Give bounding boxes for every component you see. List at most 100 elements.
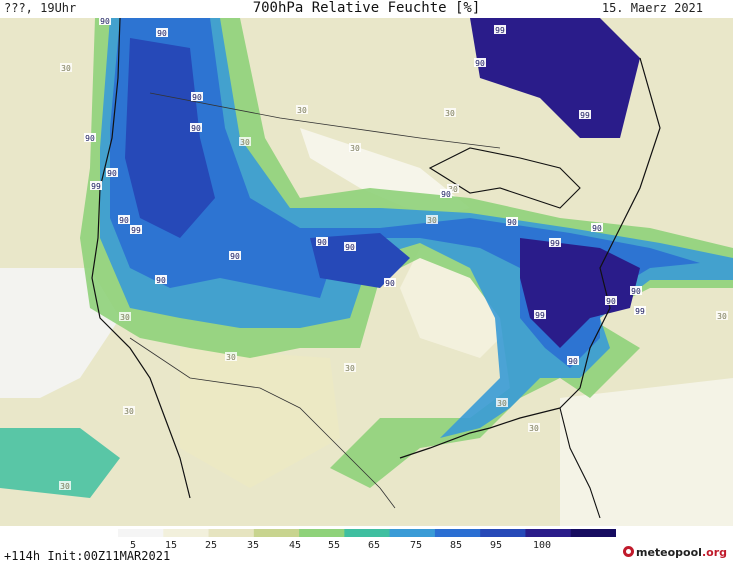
- contour-label-bg: [296, 105, 308, 114]
- legend-tick-label: 25: [204, 540, 218, 551]
- contour-label: 90: [475, 59, 485, 68]
- contour-label: 90: [606, 297, 616, 306]
- us-canada-border: [149, 92, 501, 149]
- contour-label: 30: [445, 109, 455, 118]
- contour-label: 90: [192, 93, 202, 102]
- contour-label-bg: [239, 137, 251, 146]
- us-mexico-border: [129, 337, 396, 509]
- legend-swatch: [434, 529, 481, 537]
- legend-swatch: [163, 529, 210, 537]
- legend-swatch: [253, 529, 300, 537]
- legend-tick-label: 5: [129, 540, 137, 551]
- map-canvas: 9090309990903099903090309099903090909990…: [0, 18, 733, 526]
- moist-core-plains: [310, 233, 410, 288]
- contour-label-bg: [634, 306, 646, 315]
- contour-label-bg: [118, 215, 130, 224]
- contour-label: 90: [507, 218, 517, 227]
- legend-tick-label: 55: [327, 540, 341, 551]
- contour-label: 30: [717, 312, 727, 321]
- moist-core-canada: [470, 18, 640, 138]
- contour-label: 90: [100, 18, 110, 26]
- legend-tick-label: 100: [532, 540, 552, 551]
- legend-tick-label: 35: [246, 540, 260, 551]
- contour-label: 90: [119, 216, 129, 225]
- logo-suffix: .org: [701, 546, 727, 559]
- legend-swatch: [299, 529, 345, 537]
- great-lakes: [428, 147, 581, 209]
- contour-label: 99: [580, 111, 590, 120]
- legend-swatch: [570, 529, 616, 537]
- contour-label: 99: [91, 182, 101, 191]
- contour-label-bg: [119, 312, 131, 321]
- contour-label-bg: [130, 225, 142, 234]
- contour-label: 30: [497, 399, 507, 408]
- moist-core-west: [125, 38, 215, 238]
- contour-labels: 9090309990903099903090309099903090909990…: [59, 18, 728, 491]
- contour-label: 90: [191, 124, 201, 133]
- contour-label: 99: [635, 307, 645, 316]
- legend-swatch: [480, 529, 526, 537]
- contour-label-bg: [349, 143, 361, 152]
- contour-label: 90: [107, 169, 117, 178]
- contour-label: 90: [230, 252, 240, 261]
- legend-tick-label: 95: [489, 540, 503, 551]
- contour-label: 30: [61, 64, 71, 73]
- contour-label-bg: [59, 481, 71, 490]
- florida-coastline: [559, 407, 601, 519]
- contour-label-bg: [229, 251, 241, 260]
- contour-label-bg: [549, 238, 561, 247]
- legend-swatch: [525, 529, 572, 537]
- contour-label-bg: [444, 108, 456, 117]
- legend-swatch: [118, 529, 164, 537]
- contour-label-bg: [716, 311, 728, 320]
- contour-label-bg: [567, 356, 579, 365]
- contour-label: 90: [568, 357, 578, 366]
- contour-label-bg: [190, 123, 202, 132]
- contour-label: 90: [345, 243, 355, 252]
- legend-colorbar: [118, 529, 616, 537]
- contour-label: 99: [131, 226, 141, 235]
- legend-tick-label: 45: [288, 540, 302, 551]
- dry-zone-mexico: [180, 348, 340, 488]
- contour-label: 30: [60, 482, 70, 491]
- contour-label-bg: [156, 28, 168, 37]
- contour-label: 30: [124, 407, 134, 416]
- legend-tick-label: 85: [449, 540, 463, 551]
- contour-label: 30: [529, 424, 539, 433]
- header: ???, 19Uhr 700hPa Relative Feuchte [%] 1…: [0, 0, 733, 18]
- contour-label: 30: [350, 144, 360, 153]
- gulf-coastline: [399, 407, 561, 459]
- contour-label-bg: [496, 398, 508, 407]
- contour-label-bg: [225, 352, 237, 361]
- contour-label: 30: [120, 313, 130, 322]
- contour-label-bg: [605, 296, 617, 305]
- contour-label-bg: [344, 242, 356, 251]
- forecast-time-label: ???, 19Uhr: [4, 1, 77, 15]
- contour-label-bg: [579, 110, 591, 119]
- contour-label: 90: [385, 279, 395, 288]
- legend-tick-label: 65: [367, 540, 381, 551]
- logo-icon: [622, 546, 634, 557]
- contour-label-bg: [440, 189, 452, 198]
- contour-label-bg: [630, 286, 642, 295]
- meteopool-logo[interactable]: meteopool.org: [622, 546, 727, 559]
- contour-label-bg: [123, 406, 135, 415]
- contour-label: 99: [495, 26, 505, 35]
- contour-label: 90: [157, 29, 167, 38]
- contour-label: 90: [441, 190, 451, 199]
- logo-text: meteopool: [635, 546, 702, 559]
- legend-swatch: [344, 529, 391, 537]
- contour-label: 99: [550, 239, 560, 248]
- contour-label-bg: [106, 168, 118, 177]
- contour-label: 90: [317, 238, 327, 247]
- dry-zone-southeast: [560, 378, 733, 526]
- contour-label-bg: [534, 310, 546, 319]
- legend-tick-label: 75: [409, 540, 423, 551]
- contour-label-bg: [447, 184, 459, 193]
- contour-label-bg: [506, 217, 518, 226]
- contour-label: 99: [535, 311, 545, 320]
- contour-label-bg: [344, 363, 356, 372]
- contour-label: 30: [448, 185, 458, 194]
- humidity-map: 90 90 30 99 90 90 30 99 90 30 90 30 90 99 90 30 90 90 99 90…: [0, 18, 733, 526]
- contour-label: 30: [297, 106, 307, 115]
